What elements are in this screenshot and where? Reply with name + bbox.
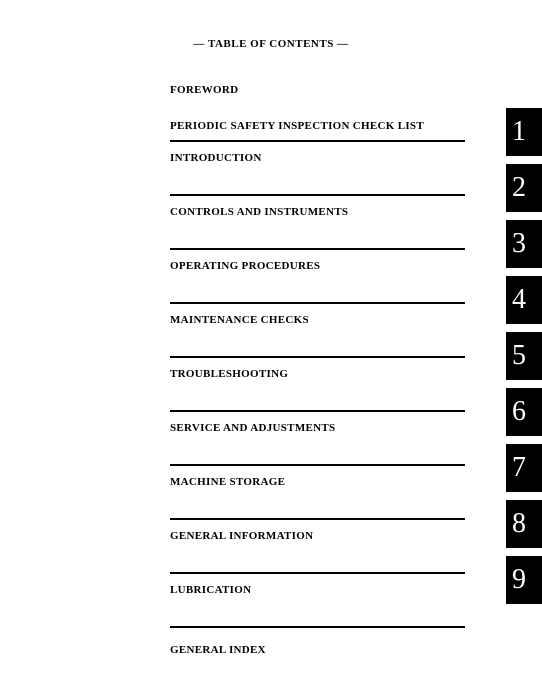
- toc-entry-introduction: INTRODUCTION: [170, 142, 465, 172]
- thumb-tab: 2: [506, 164, 542, 212]
- toc-entry-label: TROUBLESHOOTING: [170, 358, 465, 388]
- thumb-tab-number: 2: [512, 172, 526, 204]
- spacer: [170, 172, 465, 194]
- thumb-tab: 5: [506, 332, 542, 380]
- thumb-tab-number: 7: [512, 452, 526, 484]
- toc-entry-troubleshooting: TROUBLESHOOTING: [170, 358, 465, 388]
- thumb-tab-number: 9: [512, 564, 526, 596]
- thumb-tab-number: 3: [512, 228, 526, 260]
- toc-entry-safety: PERIODIC SAFETY INSPECTION CHECK LIST: [170, 110, 465, 140]
- thumb-tab-number: 4: [512, 284, 526, 316]
- toc-entry-service: SERVICE AND ADJUSTMENTS: [170, 412, 465, 442]
- thumb-tab: 1: [506, 108, 542, 156]
- spacer: [170, 550, 465, 572]
- thumb-tab-number: 5: [512, 340, 526, 372]
- spacer: [170, 280, 465, 302]
- toc-entry-general-index: GENERAL INDEX: [170, 634, 465, 664]
- toc-entry-label: PERIODIC SAFETY INSPECTION CHECK LIST: [170, 110, 465, 140]
- toc-content: FOREWORD PERIODIC SAFETY INSPECTION CHEC…: [170, 74, 465, 664]
- thumb-tab: 7: [506, 444, 542, 492]
- thumb-tab-number: 1: [512, 116, 526, 148]
- toc-entry-label: LUBRICATION: [170, 574, 465, 604]
- toc-entry-label: GENERAL INDEX: [170, 634, 465, 664]
- toc-entry-label: MAINTENANCE CHECKS: [170, 304, 465, 334]
- spacer: [170, 442, 465, 464]
- toc-entry-label: OPERATING PROCEDURES: [170, 250, 465, 280]
- spacer: [170, 388, 465, 410]
- toc-entry-lubrication: LUBRICATION: [170, 574, 465, 604]
- page: — TABLE OF CONTENTS — FOREWORD PERIODIC …: [0, 0, 542, 700]
- toc-entry-general-info: GENERAL INFORMATION: [170, 520, 465, 550]
- toc-entry-label: CONTROLS AND INSTRUMENTS: [170, 196, 465, 226]
- thumb-tab: 4: [506, 276, 542, 324]
- thumb-tab: 8: [506, 500, 542, 548]
- toc-entry-controls: CONTROLS AND INSTRUMENTS: [170, 196, 465, 226]
- thumb-tab-number: 6: [512, 396, 526, 428]
- spacer: [170, 334, 465, 356]
- thumb-tab-number: 8: [512, 508, 526, 540]
- toc-entry-label: SERVICE AND ADJUSTMENTS: [170, 412, 465, 442]
- toc-entry-foreword: FOREWORD: [170, 74, 465, 104]
- toc-entry-maintenance: MAINTENANCE CHECKS: [170, 304, 465, 334]
- toc-entry-label: INTRODUCTION: [170, 142, 465, 172]
- toc-entry-label: FOREWORD: [170, 74, 465, 104]
- toc-entry-operating: OPERATING PROCEDURES: [170, 250, 465, 280]
- toc-entry-storage: MACHINE STORAGE: [170, 466, 465, 496]
- toc-entry-label: MACHINE STORAGE: [170, 466, 465, 496]
- spacer: [170, 226, 465, 248]
- spacer: [170, 604, 465, 626]
- thumb-tabs: 1 2 3 4 5 6 7 8 9: [506, 108, 542, 612]
- spacer: [170, 496, 465, 518]
- thumb-tab: 3: [506, 220, 542, 268]
- toc-entry-label: GENERAL INFORMATION: [170, 520, 465, 550]
- thumb-tab: 9: [506, 556, 542, 604]
- page-title: — TABLE OF CONTENTS —: [0, 38, 542, 50]
- thumb-tab: 6: [506, 388, 542, 436]
